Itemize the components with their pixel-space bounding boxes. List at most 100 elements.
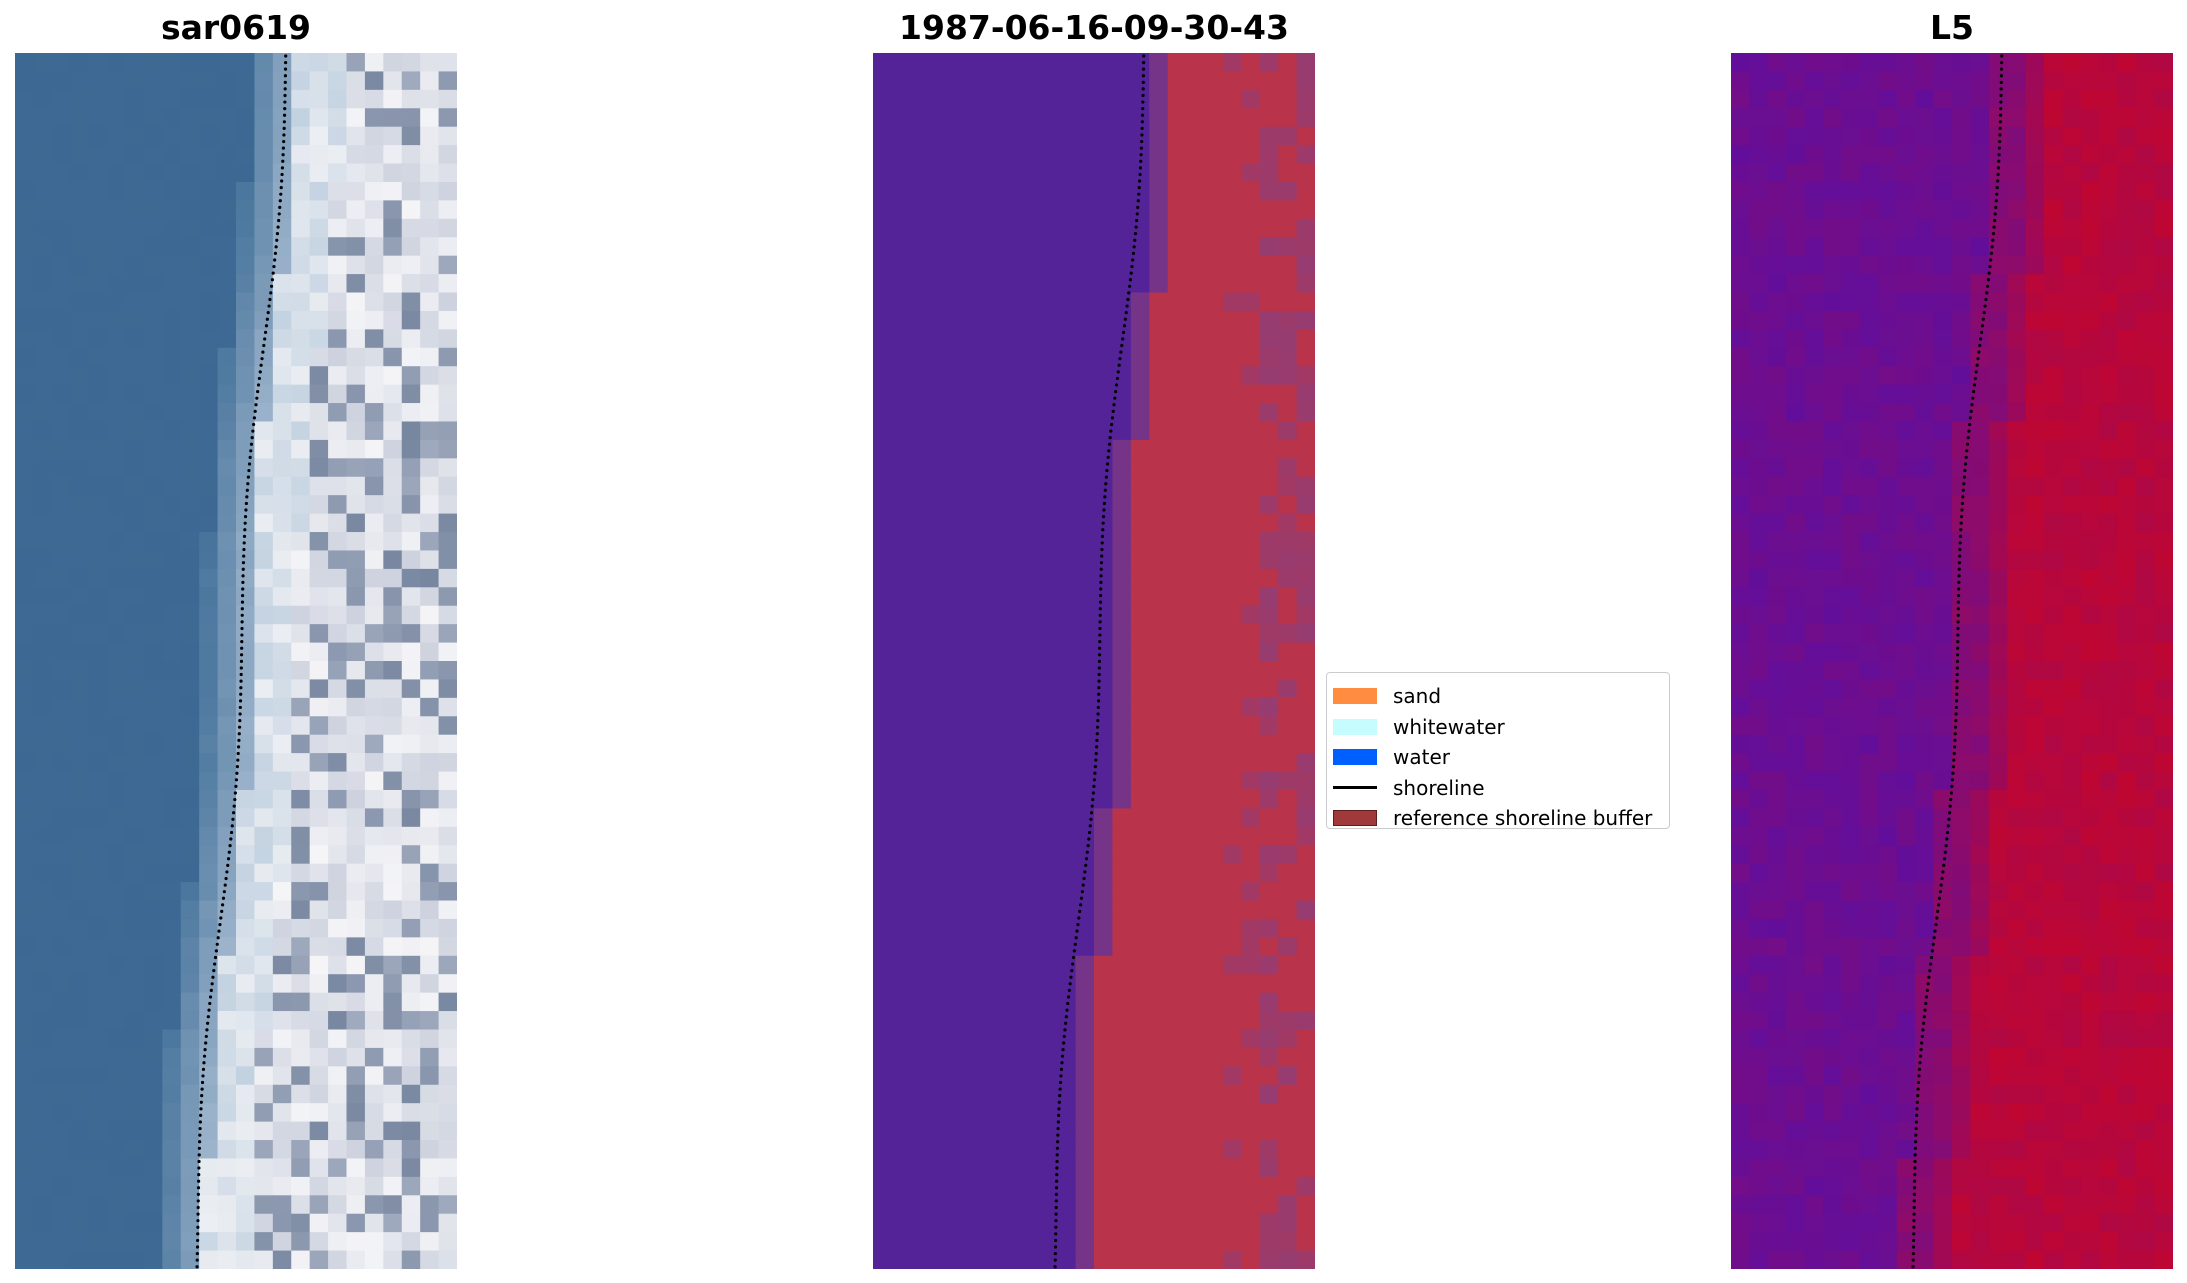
rgb-pixel <box>217 1213 237 1233</box>
rgb-pixel <box>143 347 163 367</box>
rgb-pixel <box>51 439 71 459</box>
classified-pixel <box>1130 771 1150 791</box>
rgb-pixel <box>199 126 219 146</box>
index-pixel <box>2062 200 2082 220</box>
classified-pixel <box>946 1121 966 1141</box>
rgb-pixel <box>254 568 274 588</box>
classified-pixel <box>1112 734 1132 754</box>
index-pixel <box>2025 1084 2045 1104</box>
index-pixel <box>1731 532 1751 552</box>
index-pixel <box>1952 163 1972 183</box>
rgb-pixel <box>364 679 384 699</box>
rgb-pixel <box>383 605 403 625</box>
index-pixel <box>2062 1066 2082 1086</box>
index-pixel <box>2062 1029 2082 1049</box>
classified-pixel <box>1038 495 1058 515</box>
index-pixel <box>1952 679 1972 699</box>
index-pixel <box>1988 1029 2008 1049</box>
classified-pixel <box>1057 1158 1077 1178</box>
index-pixel <box>1896 826 1916 846</box>
rgb-pixel <box>291 532 311 552</box>
classified-pixel <box>873 1140 893 1160</box>
index-pixel <box>2154 218 2173 238</box>
classified-pixel <box>873 826 893 846</box>
rgb-pixel <box>199 218 219 238</box>
rgb-pixel <box>272 918 292 938</box>
index-pixel <box>1988 458 2008 478</box>
rgb-pixel <box>420 863 440 883</box>
index-pixel <box>1731 108 1751 128</box>
shoreline-dot <box>1130 264 1134 269</box>
rgb-pixel <box>143 937 163 957</box>
classified-pixel <box>1038 53 1058 73</box>
index-pixel <box>1823 384 1843 404</box>
rgb-pixel <box>88 937 108 957</box>
rgb-pixel <box>309 550 329 570</box>
classified-pixel <box>1186 458 1206 478</box>
classified-pixel <box>1259 274 1279 294</box>
classified-pixel <box>1094 532 1114 552</box>
index-pixel <box>1878 292 1898 312</box>
rgb-pixel <box>291 771 311 791</box>
index-pixel <box>1823 181 1843 201</box>
classified-pixel <box>1186 992 1206 1012</box>
index-pixel <box>2062 808 2082 828</box>
index-pixel <box>2154 274 2173 294</box>
classified-pixel <box>1149 918 1169 938</box>
index-pixel <box>2080 292 2100 312</box>
rgb-pixel <box>272 403 292 423</box>
classified-pixel <box>1167 292 1187 312</box>
classified-pixel <box>909 439 929 459</box>
classified-pixel <box>983 1140 1003 1160</box>
index-pixel <box>1786 789 1806 809</box>
classified-pixel <box>1167 1195 1187 1215</box>
rgb-pixel <box>15 1158 35 1178</box>
shoreline-dot <box>1054 1192 1058 1196</box>
index-pixel <box>1823 1066 1843 1086</box>
classified-pixel <box>1222 587 1242 607</box>
rgb-pixel <box>401 918 421 938</box>
rgb-pixel <box>420 53 440 73</box>
index-pixel <box>2025 605 2045 625</box>
rgb-pixel <box>291 1011 311 1031</box>
index-pixel <box>1767 974 1787 994</box>
index-pixel <box>1933 1084 1953 1104</box>
shoreline-dot <box>1142 60 1146 65</box>
rgb-pixel <box>143 53 163 73</box>
classified-pixel <box>1094 108 1114 128</box>
index-pixel <box>1731 918 1751 938</box>
index-pixel <box>1767 513 1787 533</box>
rgb-pixel <box>180 771 200 791</box>
rgb-pixel <box>254 532 274 552</box>
shoreline-dot <box>252 422 256 427</box>
index-pixel <box>1878 808 1898 828</box>
index-pixel <box>2044 661 2064 681</box>
rgb-pixel <box>291 826 311 846</box>
classified-pixel <box>1241 734 1261 754</box>
classified-pixel <box>1186 108 1206 128</box>
rgb-pixel <box>383 347 403 367</box>
rgb-pixel <box>420 439 440 459</box>
index-pixel <box>1841 992 1861 1012</box>
index-pixel <box>2154 845 2173 865</box>
rgb-pixel <box>125 900 145 920</box>
classified-pixel <box>983 587 1003 607</box>
rgb-pixel <box>438 255 457 275</box>
index-pixel <box>1878 200 1898 220</box>
classified-pixel <box>1241 1195 1261 1215</box>
index-pixel <box>1915 918 1935 938</box>
rgb-pixel <box>107 145 127 165</box>
classified-pixel <box>1259 1066 1279 1086</box>
rgb-pixel <box>272 955 292 975</box>
shoreline-dot <box>226 857 231 861</box>
rgb-pixel <box>236 439 256 459</box>
rgb-pixel <box>217 1176 237 1196</box>
classified-pixel <box>1057 605 1077 625</box>
index-pixel <box>1933 679 1953 699</box>
index-pixel <box>2007 347 2027 367</box>
index-pixel <box>1970 808 1990 828</box>
index-pixel <box>1933 789 1953 809</box>
index-pixel <box>2007 937 2027 957</box>
rgb-pixel <box>51 918 71 938</box>
index-pixel <box>2080 679 2100 699</box>
